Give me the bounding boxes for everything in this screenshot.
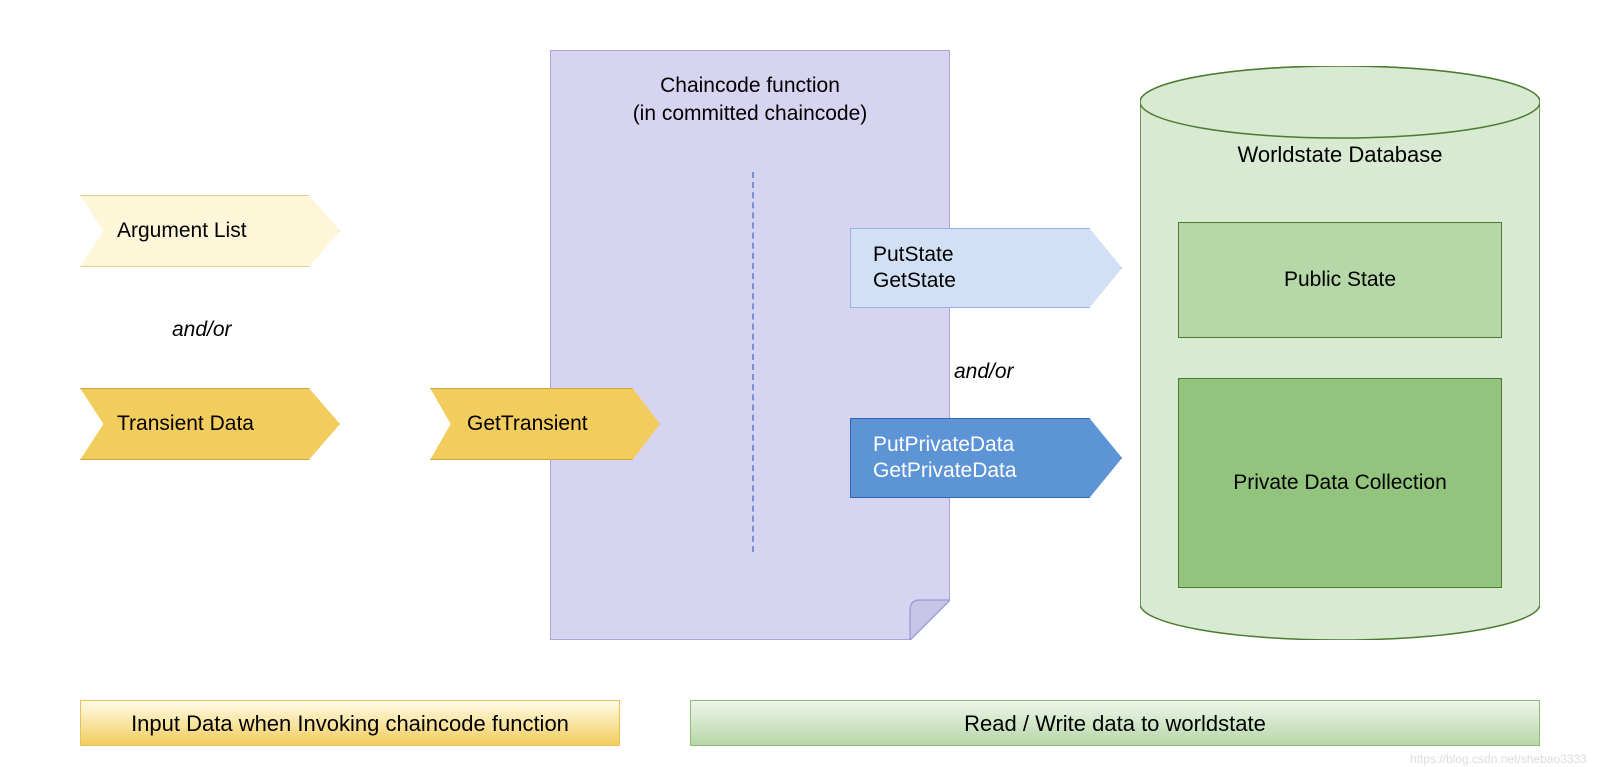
inputs-andor: and/or bbox=[172, 318, 232, 342]
document-title: Chaincode function (in committed chainco… bbox=[550, 72, 950, 129]
putprivate-getprivate-label: PutPrivateData GetPrivateData bbox=[873, 432, 1017, 485]
putprivate-getprivate-arrow: PutPrivateData GetPrivateData bbox=[850, 418, 1122, 498]
watermark-text: https://blog.csdn.net/shebao3333 bbox=[1410, 752, 1587, 766]
footer-left-bar: Input Data when Invoking chaincode funct… bbox=[80, 700, 620, 746]
chaincode-document bbox=[550, 50, 950, 640]
footer-right-label: Read / Write data to worldstate bbox=[964, 711, 1266, 736]
argument-list-label: Argument List bbox=[117, 218, 247, 244]
stateops-andor: and/or bbox=[954, 360, 1014, 384]
transient-data-label: Transient Data bbox=[117, 411, 254, 437]
database-title: Worldstate Database bbox=[1140, 142, 1540, 168]
document-divider bbox=[752, 172, 754, 552]
doc-title-line1: Chaincode function bbox=[660, 74, 840, 97]
transient-data-arrow: Transient Data bbox=[80, 388, 340, 460]
private-data-label: Private Data Collection bbox=[1233, 471, 1447, 495]
footer-right-bar: Read / Write data to worldstate bbox=[690, 700, 1540, 746]
putstate-getstate-label: PutState GetState bbox=[873, 242, 956, 295]
public-state-box: Public State bbox=[1178, 222, 1502, 338]
get-transient-label: GetTransient bbox=[467, 411, 588, 437]
public-state-label: Public State bbox=[1284, 268, 1396, 292]
argument-list-arrow: Argument List bbox=[80, 195, 340, 267]
private-data-box: Private Data Collection bbox=[1178, 378, 1502, 588]
footer-left-label: Input Data when Invoking chaincode funct… bbox=[131, 711, 569, 736]
get-transient-arrow: GetTransient bbox=[430, 388, 660, 460]
doc-title-line2: (in committed chaincode) bbox=[633, 102, 868, 125]
putstate-getstate-arrow: PutState GetState bbox=[850, 228, 1122, 308]
